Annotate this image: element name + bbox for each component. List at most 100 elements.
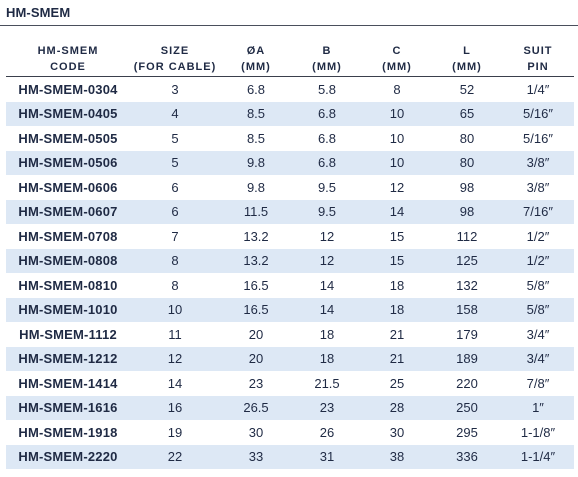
- header-c-line2: (MM): [382, 61, 412, 73]
- cell-size: 5: [130, 150, 220, 175]
- header-pin: SUIT PIN: [502, 42, 574, 77]
- cell-pin: 1/2″: [526, 228, 550, 244]
- cell-c: 30: [389, 424, 405, 440]
- cell-l: 220: [456, 375, 478, 391]
- cell-c: 10: [389, 130, 405, 146]
- cell-a: 13.2: [220, 248, 292, 273]
- cell-size: 5: [171, 130, 179, 146]
- cell-c: 28: [362, 395, 432, 420]
- cell-pin: 7/16″: [502, 199, 574, 224]
- header-l-line2: (MM): [452, 61, 482, 73]
- header-pin-line1: SUIT: [523, 45, 553, 57]
- cell-code: HM-SMEM-0304: [18, 81, 118, 97]
- cell-a: 20: [248, 326, 264, 342]
- cell-pin: 1-1/8″: [520, 424, 556, 440]
- cell-pin: 1/4″: [526, 81, 550, 97]
- table-row: HM-SMEM-1010 10 16.5 14 18 158 5/8″: [6, 297, 574, 322]
- cell-l: 132: [456, 277, 478, 293]
- cell-b: 14: [319, 277, 335, 293]
- table-row: HM-SMEM-0505 5 8.5 6.8 10 80 5/16″: [6, 126, 574, 151]
- cell-a: 16.5: [220, 297, 292, 322]
- cell-size: 6: [130, 199, 220, 224]
- cell-b: 6.8: [292, 150, 362, 175]
- cell-c: 10: [362, 150, 432, 175]
- cell-pin: 1-1/4″: [502, 444, 574, 469]
- cell-size: 4: [130, 101, 220, 126]
- cell-pin: 7/8″: [526, 375, 550, 391]
- cell-pin: 5/16″: [523, 130, 553, 146]
- cell-c: 8: [393, 81, 401, 97]
- cell-c: 25: [389, 375, 405, 391]
- cell-l: 80: [432, 150, 502, 175]
- cell-pin: 1/2″: [502, 248, 574, 273]
- header-a-line1: ØA: [246, 45, 266, 57]
- cell-c: 12: [389, 179, 405, 195]
- cell-code: HM-SMEM-0505: [18, 130, 118, 146]
- cell-pin: 5/8″: [526, 277, 550, 293]
- cell-code: HM-SMEM-2220: [6, 444, 130, 469]
- cell-b: 18: [319, 326, 335, 342]
- cell-size: 3: [171, 81, 179, 97]
- header-size-line1: SIZE: [160, 45, 190, 57]
- cell-size: 16: [130, 395, 220, 420]
- cell-l: 250: [432, 395, 502, 420]
- cell-code: HM-SMEM-0810: [18, 277, 118, 293]
- header-l: L (MM): [432, 42, 502, 77]
- cell-a: 9.8: [246, 179, 266, 195]
- table-row: HM-SMEM-2220 22 33 31 38 336 1-1/4″: [6, 444, 574, 469]
- cell-size: 8: [130, 248, 220, 273]
- cell-b: 31: [292, 444, 362, 469]
- cell-a: 6.8: [246, 81, 266, 97]
- header-size-line2: (FOR CABLE): [133, 61, 217, 73]
- section-title: HM-SMEM: [6, 5, 71, 20]
- cell-l: 112: [456, 228, 478, 244]
- table-row: HM-SMEM-0606 6 9.8 9.5 12 98 3/8″: [6, 175, 574, 200]
- header-a-line2: (MM): [241, 61, 271, 73]
- cell-a: 11.5: [220, 199, 292, 224]
- cell-pin: 1″: [502, 395, 574, 420]
- cell-code: HM-SMEM-1918: [18, 424, 118, 440]
- cell-code: HM-SMEM-1010: [6, 297, 130, 322]
- header-pin-line2: PIN: [527, 61, 549, 73]
- title-divider: [0, 25, 578, 26]
- cell-b: 14: [292, 297, 362, 322]
- header-b-line1: B: [322, 45, 332, 57]
- cell-c: 18: [389, 277, 405, 293]
- cell-a: 30: [248, 424, 264, 440]
- cell-l: 80: [459, 130, 475, 146]
- table-body: HM-SMEM-0304 3 6.8 5.8 8 52 1/4″ HM-SMEM-0405 4 8…: [6, 77, 574, 469]
- cell-c: 10: [362, 101, 432, 126]
- cell-b: 9.5: [292, 199, 362, 224]
- cell-a: 9.8: [220, 150, 292, 175]
- header-row: HM-SMEM CODE SIZE (FOR CABLE) ØA (MM) B (MM)…: [6, 42, 574, 77]
- cell-c: 15: [389, 228, 405, 244]
- cell-a: 33: [220, 444, 292, 469]
- table-row: HM-SMEM-0810 8 16.5 14 18 132 5/8″: [6, 273, 574, 298]
- cell-l: 295: [456, 424, 478, 440]
- cell-pin: 5/8″: [502, 297, 574, 322]
- cell-code: HM-SMEM-0607: [6, 199, 130, 224]
- cell-l: 98: [459, 179, 475, 195]
- table-row: HM-SMEM-0607 6 11.5 9.5 14 98 7/16″: [6, 199, 574, 224]
- table-row: HM-SMEM-0506 5 9.8 6.8 10 80 3/8″: [6, 150, 574, 175]
- cell-code: HM-SMEM-1112: [19, 326, 117, 342]
- table-row: HM-SMEM-1616 16 26.5 23 28 250 1″: [6, 395, 574, 420]
- header-l-line1: L: [463, 45, 471, 57]
- cell-c: 21: [362, 346, 432, 371]
- cell-l: 125: [432, 248, 502, 273]
- cell-b: 21.5: [314, 375, 340, 391]
- header-code-line2: CODE: [50, 61, 86, 73]
- header-code: HM-SMEM CODE: [6, 42, 130, 77]
- cell-c: 15: [362, 248, 432, 273]
- header-c: C (MM): [362, 42, 432, 77]
- cell-l: 65: [432, 101, 502, 126]
- cell-a: 16.5: [243, 277, 269, 293]
- table-header: HM-SMEM CODE SIZE (FOR CABLE) ØA (MM) B (MM)…: [6, 42, 574, 77]
- cell-code: HM-SMEM-0405: [6, 101, 130, 126]
- cell-code: HM-SMEM-0808: [6, 248, 130, 273]
- cell-pin: 3/8″: [526, 179, 550, 195]
- cell-a: 13.2: [243, 228, 269, 244]
- cell-a: 8.5: [220, 101, 292, 126]
- table-row: HM-SMEM-0708 7 13.2 12 15 112 1/2″: [6, 224, 574, 249]
- table-row: HM-SMEM-1414 14 23 21.5 25 220 7/8″: [6, 371, 574, 396]
